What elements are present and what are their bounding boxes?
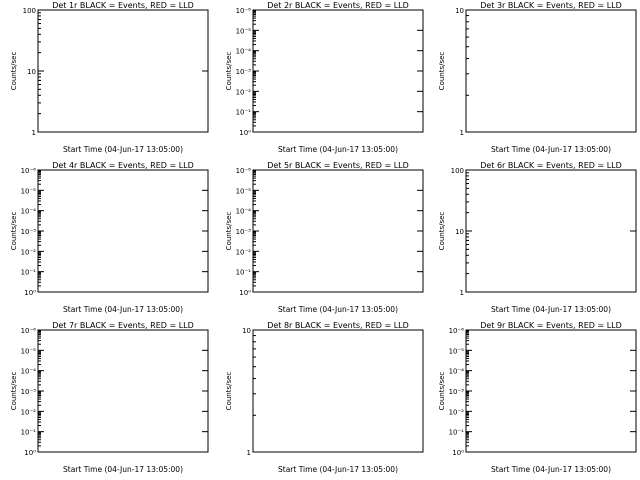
y-axis-label: Counts/sec [225, 372, 233, 411]
panel-det-7: Det 7r BLACK = Events, RED = LLDEESSEE13… [10, 321, 209, 474]
y-tick-label: 10⁻² [449, 408, 465, 416]
y-tick-label: 10⁰ [24, 449, 36, 457]
plot-frame [465, 9, 637, 133]
plot-frame [37, 9, 209, 133]
panel-title: Det 8r BLACK = Events, RED = LLD [267, 321, 409, 330]
y-tick-label: 10⁻¹ [449, 429, 465, 437]
x-axis-label: Start Time (04-Jun-17 13:05:00) [491, 145, 611, 154]
y-axis-label: Counts/sec [10, 52, 18, 91]
panel-title: Det 3r BLACK = Events, RED = LLD [480, 1, 622, 10]
y-axis-label: Counts/sec [438, 212, 446, 251]
y-tick-label: 10⁰ [24, 289, 36, 297]
panel-det-5: Det 5r BLACK = Events, RED = LLD13:1513:… [225, 161, 424, 314]
y-tick-label: 10 [455, 228, 464, 236]
y-tick-label: 10⁻³ [236, 228, 252, 236]
y-tick-label: 10⁻⁵ [449, 347, 465, 355]
y-tick-label: 10 [242, 327, 251, 335]
y-tick-label: 10 [455, 7, 464, 15]
y-tick-label: 10⁻⁶ [21, 327, 37, 335]
x-axis-label: Start Time (04-Jun-17 13:05:00) [63, 305, 183, 314]
x-axis-label: Start Time (04-Jun-17 13:05:00) [278, 145, 398, 154]
y-tick-label: 10⁻² [21, 408, 37, 416]
x-axis-label: Start Time (04-Jun-17 13:05:00) [63, 465, 183, 474]
y-tick-label: 1 [247, 449, 251, 457]
y-tick-label: 100 [23, 7, 36, 15]
y-tick-label: 10⁻³ [236, 68, 252, 76]
y-tick-label: 10⁻⁵ [21, 187, 37, 195]
y-axis-label: Counts/sec [225, 52, 233, 91]
plot-frame [252, 329, 424, 453]
y-tick-label: 10⁻⁶ [236, 167, 252, 175]
y-tick-label: 10⁻⁴ [21, 368, 37, 376]
y-tick-label: 10⁻¹ [236, 109, 252, 117]
y-tick-label: 10⁰ [239, 289, 251, 297]
panel-title: Det 4r BLACK = Events, RED = LLD [52, 161, 194, 170]
y-axis-label: Counts/sec [10, 212, 18, 251]
y-tick-label: 10⁻⁴ [21, 208, 37, 216]
panel-title: Det 1r BLACK = Events, RED = LLD [52, 1, 194, 10]
panel-title: Det 6r BLACK = Events, RED = LLD [480, 161, 622, 170]
x-axis-label: Start Time (04-Jun-17 13:05:00) [278, 465, 398, 474]
y-tick-label: 10⁻⁶ [21, 167, 37, 175]
x-axis-label: Start Time (04-Jun-17 13:05:00) [63, 145, 183, 154]
y-tick-label: 10⁻⁶ [449, 327, 465, 335]
panel-det-3: Det 3r BLACK = Events, RED = LLDEESSEE13… [438, 1, 637, 154]
panel-title: Det 2r BLACK = Events, RED = LLD [267, 1, 409, 10]
panel-det-2: Det 2r BLACK = Events, RED = LLDEESSEE13… [225, 1, 424, 154]
y-tick-label: 10⁻⁶ [236, 7, 252, 15]
y-tick-label: 10⁻⁵ [21, 347, 37, 355]
plot-frame [465, 169, 637, 293]
plot-frame [37, 169, 209, 293]
panel-title: Det 9r BLACK = Events, RED = LLD [480, 321, 622, 330]
plot-frame [465, 329, 637, 453]
y-tick-label: 10⁻¹ [21, 269, 37, 277]
panel-title: Det 7r BLACK = Events, RED = LLD [52, 321, 194, 330]
y-tick-label: 1 [460, 289, 464, 297]
panel-det-6: Det 6r BLACK = Events, RED = LLDSSEE13:1… [438, 161, 637, 314]
y-tick-label: 1 [32, 129, 36, 137]
y-tick-label: 10⁻² [236, 248, 252, 256]
panel-det-8: Det 8r BLACK = Events, RED = LLDEESSEE13… [225, 321, 424, 474]
x-axis-label: Start Time (04-Jun-17 13:05:00) [491, 465, 611, 474]
panel-det-4: Det 4r BLACK = Events, RED = LLDEESSEE13… [10, 161, 209, 314]
y-tick-label: 10⁻² [236, 88, 252, 96]
y-tick-label: 10⁻⁴ [449, 368, 465, 376]
panel-title: Det 5r BLACK = Events, RED = LLD [267, 161, 409, 170]
y-tick-label: 10⁻⁴ [236, 208, 252, 216]
y-tick-label: 10⁻⁴ [236, 48, 252, 56]
y-tick-label: 10⁻³ [449, 388, 465, 396]
y-tick-label: 10⁻² [21, 248, 37, 256]
y-tick-label: 10⁻⁵ [236, 27, 252, 35]
x-axis-label: Start Time (04-Jun-17 13:05:00) [278, 305, 398, 314]
plot-frame [252, 9, 424, 133]
y-tick-label: 10⁻⁵ [236, 187, 252, 195]
y-axis-label: Counts/sec [438, 372, 446, 411]
y-axis-label: Counts/sec [438, 52, 446, 91]
panel-det-9: Det 9r BLACK = Events, RED = LLDSSEE13:1… [438, 321, 637, 474]
x-axis-label: Start Time (04-Jun-17 13:05:00) [491, 305, 611, 314]
plot-frame [37, 329, 209, 453]
plot-frame [252, 169, 424, 293]
y-tick-label: 10 [27, 68, 36, 76]
y-tick-label: 10⁰ [452, 449, 464, 457]
y-tick-label: 10⁻³ [21, 388, 37, 396]
panel-det-1: Det 1r BLACK = Events, RED = LLDEESSEE13… [10, 1, 209, 154]
y-tick-label: 10⁻¹ [21, 429, 37, 437]
y-axis-label: Counts/sec [10, 372, 18, 411]
y-tick-label: 10⁰ [239, 129, 251, 137]
y-tick-label: 10⁻³ [21, 228, 37, 236]
y-tick-label: 10⁻¹ [236, 269, 252, 277]
y-axis-label: Counts/sec [225, 212, 233, 251]
y-tick-label: 1 [460, 129, 464, 137]
y-tick-label: 100 [451, 167, 464, 175]
